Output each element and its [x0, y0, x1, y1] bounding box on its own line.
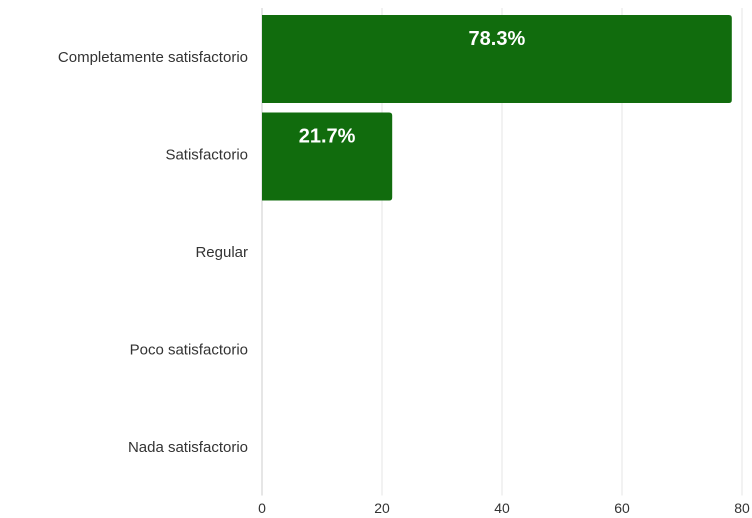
category-label: Completamente satisfactorio: [58, 49, 248, 66]
category-label: Regular: [195, 244, 248, 261]
x-tick-label: 60: [614, 500, 630, 516]
x-tick-label: 40: [494, 500, 510, 516]
x-tick-labels: 0 20 40 60 80: [258, 500, 750, 516]
data-label: 21.7%: [299, 126, 356, 148]
category-label: Nada satisfactorio: [128, 439, 248, 456]
bar: [262, 112, 393, 201]
category-labels: Completamente satisfactorio Satisfactorio…: [58, 49, 248, 456]
bars: 78.3% 21.7%: [262, 15, 732, 201]
x-tick-label: 20: [374, 500, 390, 516]
x-tick-label: 0: [258, 500, 266, 516]
category-label: Satisfactorio: [165, 146, 248, 163]
bar: [262, 15, 732, 103]
category-label: Poco satisfactorio: [130, 341, 248, 358]
data-label: 78.3%: [469, 28, 526, 50]
x-tick-label: 80: [734, 500, 750, 516]
